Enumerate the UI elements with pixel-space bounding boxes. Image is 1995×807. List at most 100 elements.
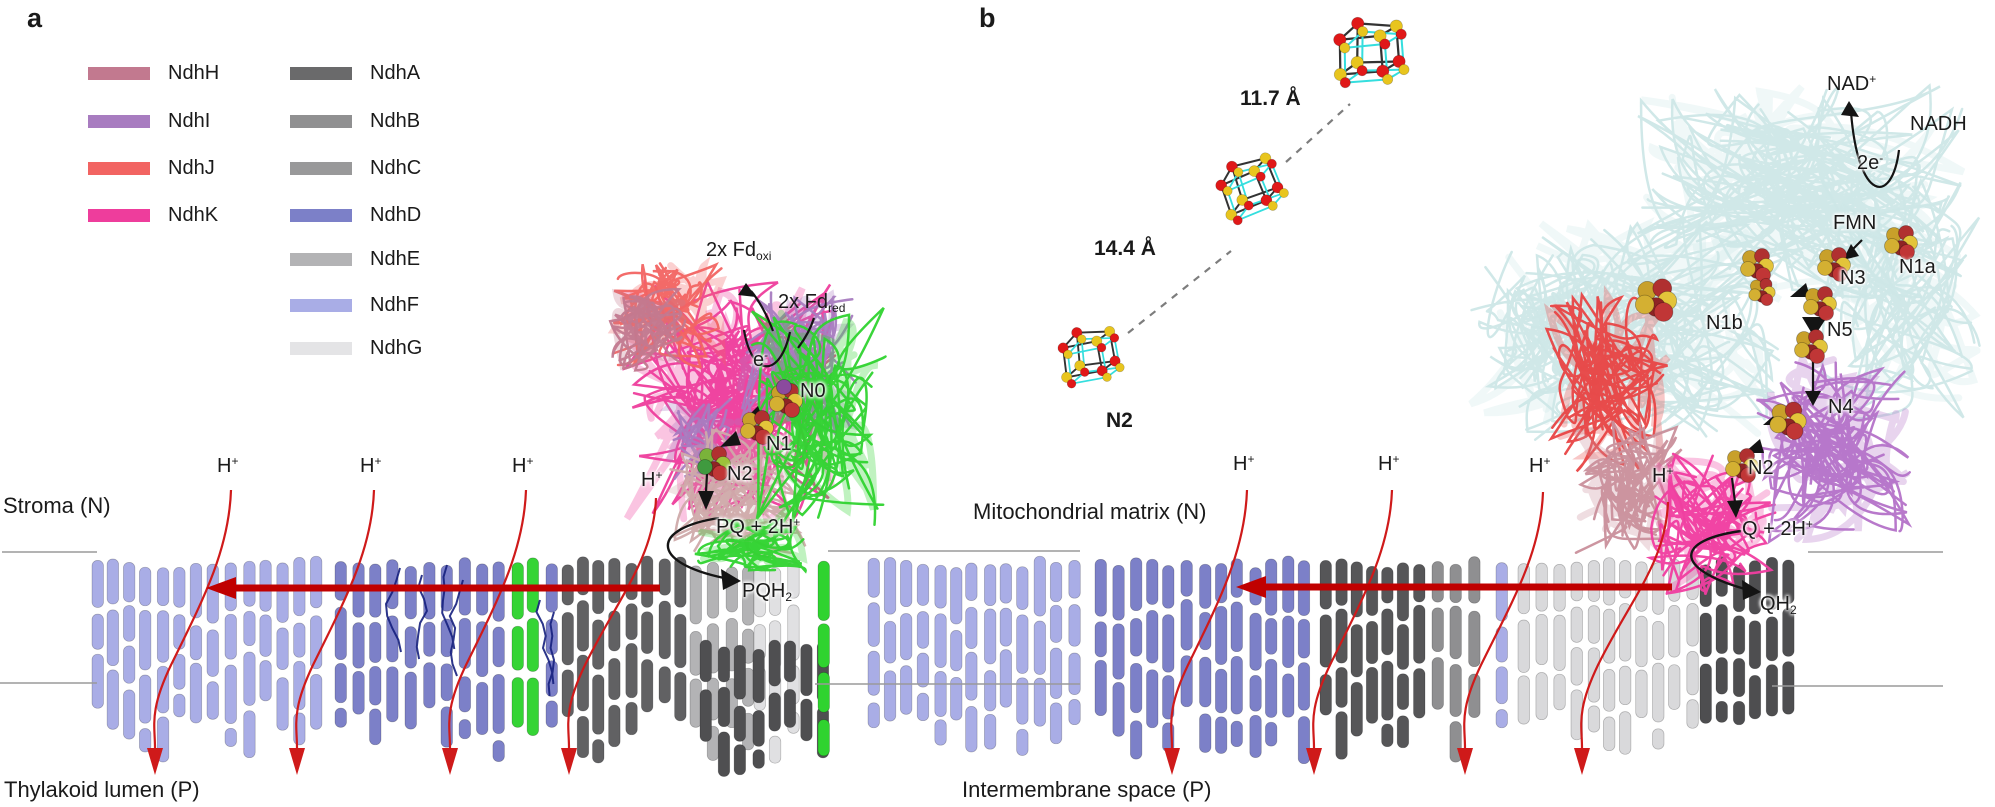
cluster-n3-label: N3: [1840, 267, 1866, 289]
legend-item-ndhh: NdhH: [88, 61, 220, 84]
cluster-distance-lines: [1127, 103, 1351, 334]
proton-label-3: H+: [1529, 454, 1551, 477]
fes-cluster: [1748, 277, 1776, 307]
fes-cluster: [1794, 329, 1828, 364]
legend-label: NdhK: [168, 203, 219, 226]
distance-14-4-label: 14.4 Å: [1094, 237, 1156, 260]
panel-b-title: b: [979, 3, 996, 33]
fes-cluster: [740, 410, 774, 445]
legend-label: NdhF: [370, 293, 419, 316]
fes-cluster: [1803, 286, 1837, 321]
cubane-cluster: [1333, 16, 1410, 89]
legend-item-ndhi: NdhI: [88, 109, 211, 132]
proton-path: [289, 489, 376, 775]
lateral-proton-arrow-a: [206, 577, 660, 599]
quinone-label: Q + 2H+: [1742, 517, 1813, 540]
proton-label-3: H+: [512, 454, 534, 477]
fes-cluster: [1769, 401, 1807, 440]
legend-swatch: [290, 208, 352, 222]
legend-item-ndhb: NdhB: [290, 109, 421, 132]
mitochondrial-matrix-label: Mitochondrial matrix (N): [973, 499, 1207, 524]
fes-cluster: [697, 446, 731, 481]
cluster-n4-label: N4: [1828, 396, 1854, 418]
legend-swatch: [290, 252, 352, 266]
legend-swatch: [290, 161, 352, 175]
fes-cluster: [1634, 278, 1678, 322]
legend-item-ndhj: NdhJ: [88, 156, 215, 179]
cluster-n0-label: N0: [800, 380, 826, 402]
cluster-n2-label: N2: [727, 463, 753, 485]
proton-translocation-paths: [147, 489, 1670, 775]
fmn-arrow: [1843, 239, 1863, 260]
legend-item-ndha: NdhA: [290, 61, 421, 84]
electron-pair-label: 2e-: [1857, 151, 1884, 174]
legend-swatch: [88, 114, 150, 128]
legend-swatch: [88, 66, 150, 80]
quinone-reduction-arrow-b: [1690, 529, 1761, 600]
cluster-n5-label: N5: [1827, 319, 1853, 341]
proton-label-4: H+: [641, 468, 663, 491]
quinol-label: QH2: [1760, 593, 1797, 617]
legend-label: NdhC: [370, 156, 422, 179]
legend-label: NdhA: [370, 61, 421, 84]
nad-label: NAD+: [1827, 72, 1877, 95]
legend-label: NdhG: [370, 336, 423, 359]
cubane-cluster: [1215, 152, 1289, 226]
fes-cluster: [1884, 225, 1918, 260]
cluster-n1a-label: N1a: [1899, 256, 1936, 278]
legend-swatch: [88, 161, 150, 175]
fd-oxidized-arrowhead: [738, 283, 756, 297]
legend-item-ndhe: NdhE: [290, 247, 421, 270]
legend-label: NdhJ: [168, 156, 215, 179]
legend-label: NdhD: [370, 203, 422, 226]
proton-label-1: H+: [217, 454, 239, 477]
distance-11-7-label: 11.7 Å: [1240, 87, 1301, 110]
plastoquinol-label: PQH2: [742, 580, 793, 604]
thylakoid-lumen-label: Thylakoid lumen (P): [4, 777, 200, 802]
fmn-label: FMN: [1833, 212, 1877, 234]
proton-path: [1164, 489, 1249, 775]
proton-label-4: H+: [1652, 464, 1674, 487]
lateral-proton-arrow-b: [1236, 576, 1672, 598]
fd-reduced-label: 2x Fdred: [778, 291, 846, 315]
fes-cluster: [1725, 448, 1759, 483]
fes-cluster: [769, 379, 803, 418]
proton-path: [1574, 501, 1670, 775]
inset-n2-cluster-label: N2: [1106, 409, 1133, 432]
proton-label-2: H+: [360, 454, 382, 477]
legend-item-ndhk: NdhK: [88, 203, 219, 226]
complex-i-cartoon: [867, 83, 1981, 765]
legend-item-ndhd: NdhD: [290, 203, 422, 226]
nadh-label: NADH: [1910, 113, 1967, 135]
stroma-label: Stroma (N): [3, 493, 111, 518]
legend-label: NdhH: [168, 61, 220, 84]
proton-path: [442, 489, 528, 775]
legend-swatch: [290, 114, 352, 128]
proton-path: [1457, 491, 1545, 775]
legend-item-ndhc: NdhC: [290, 156, 422, 179]
cluster-n1-label: N1: [766, 433, 792, 455]
legend-swatch: [290, 66, 352, 80]
proton-path: [1306, 489, 1394, 775]
fd-oxidized-label: 2x Fdoxi: [706, 239, 772, 263]
cluster-n2-label: N2: [1748, 457, 1774, 479]
legend-swatch: [290, 341, 352, 355]
proton-path: [147, 489, 233, 775]
fes-cluster: [1817, 247, 1851, 282]
plastoquinone-label: PQ + 2H+: [716, 515, 801, 538]
legend-label: NdhB: [370, 109, 421, 132]
cluster-n1b-label: N1b: [1706, 312, 1743, 334]
legend-label: NdhI: [168, 109, 211, 132]
electron-label: e-: [753, 348, 769, 371]
intermembrane-space-label: Intermembrane space (P): [962, 777, 1212, 802]
legend-swatch: [290, 298, 352, 312]
legend-swatch: [88, 208, 150, 222]
proton-label-1: H+: [1233, 452, 1255, 475]
legend-item-ndhg: NdhG: [290, 336, 423, 359]
cubane-cluster-models: [1057, 16, 1410, 389]
legend-label: NdhE: [370, 247, 421, 270]
quinone-reduction-arrow-a: [666, 516, 741, 590]
proton-label-2: H+: [1378, 452, 1400, 475]
